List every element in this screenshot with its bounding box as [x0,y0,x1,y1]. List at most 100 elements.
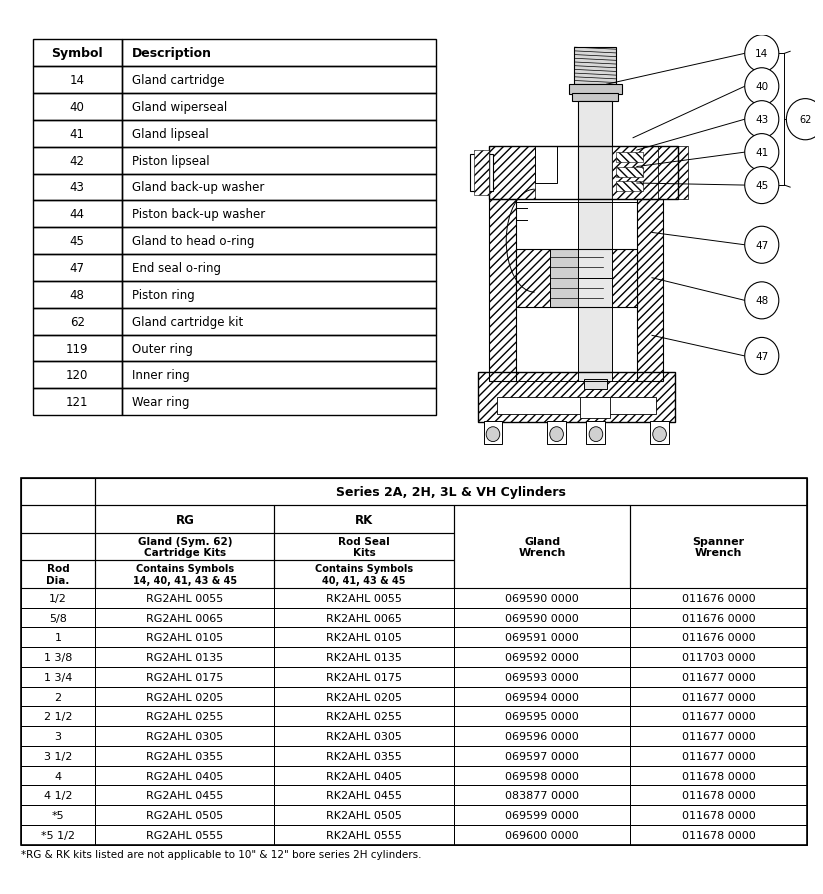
Text: Wear ring: Wear ring [132,396,189,409]
Bar [630,628,807,647]
Bar [453,628,630,647]
Text: 47: 47 [756,240,769,250]
Bar [630,766,807,786]
Bar [630,746,807,766]
Text: Series 2A, 2H, 3L & VH Cylinders: Series 2A, 2H, 3L & VH Cylinders [336,485,566,499]
Text: 121: 121 [66,396,89,409]
Bar [21,766,95,786]
Bar [95,805,274,825]
Text: RG2AHL 0105: RG2AHL 0105 [146,633,224,643]
Bar [603,249,637,308]
Text: RK2AHL 0065: RK2AHL 0065 [326,613,402,623]
Bar [584,379,607,390]
Text: 011677 0000: 011677 0000 [681,692,756,702]
Text: Gland back-up washer: Gland back-up washer [132,181,264,194]
Bar [630,506,807,588]
Bar [95,608,274,628]
Text: RK2AHL 0055: RK2AHL 0055 [326,593,402,603]
Bar [569,85,621,96]
Bar [274,628,453,647]
Text: Gland cartridge: Gland cartridge [132,74,224,87]
Text: 5/8: 5/8 [49,613,67,623]
Bar [489,200,516,381]
Bar [630,706,807,727]
Bar [453,667,630,687]
Text: 069593 0000: 069593 0000 [505,672,579,682]
Bar [95,706,274,727]
Bar [33,255,122,282]
Bar [474,151,489,196]
Text: 2 1/2: 2 1/2 [44,712,72,721]
Bar [489,147,535,200]
Bar [122,282,436,308]
Bar [274,805,453,825]
Bar [453,805,630,825]
Text: 14: 14 [70,74,85,87]
Bar [274,746,453,766]
Bar [21,706,95,727]
Circle shape [745,167,779,205]
Text: 45: 45 [756,181,769,190]
Bar [21,667,95,687]
Bar [21,478,95,506]
Bar [95,667,274,687]
Text: RK: RK [355,513,373,526]
Bar [547,421,566,445]
Text: RK2AHL 0305: RK2AHL 0305 [326,731,402,741]
Bar [274,647,453,667]
Bar [453,727,630,746]
Text: RK2AHL 0355: RK2AHL 0355 [326,751,402,761]
Bar [95,825,274,845]
Bar [274,608,453,628]
Circle shape [745,338,779,375]
Text: Gland cartridge kit: Gland cartridge kit [132,316,243,328]
Bar [95,628,274,647]
Bar [630,608,807,628]
Bar [578,278,612,381]
Bar [274,786,453,805]
Text: 069596 0000: 069596 0000 [505,731,579,741]
Text: *RG & RK kits listed are not applicable to 10" & 12" bore series 2H cylinders.: *RG & RK kits listed are not applicable … [21,849,421,859]
Text: RK2AHL 0405: RK2AHL 0405 [326,771,402,780]
Bar [21,608,95,628]
Bar [616,167,643,178]
Bar [95,588,274,608]
Bar [535,147,557,184]
Circle shape [486,427,500,442]
Text: RG2AHL 0555: RG2AHL 0555 [146,830,224,840]
Text: 011678 0000: 011678 0000 [681,830,756,840]
Bar [274,766,453,786]
Text: 011676 0000: 011676 0000 [681,633,756,643]
Text: Gland
Wrench: Gland Wrench [518,536,565,558]
Text: 011678 0000: 011678 0000 [681,810,756,820]
Bar [33,308,122,335]
Circle shape [745,134,779,172]
Bar [21,727,95,746]
Bar [33,174,122,201]
Bar [574,48,616,85]
Text: 47: 47 [70,262,85,274]
Text: 011677 0000: 011677 0000 [681,751,756,761]
Circle shape [786,99,823,140]
Text: Spanner
Wrench: Spanner Wrench [692,536,745,558]
Bar [122,228,436,255]
Text: 069590 0000: 069590 0000 [505,593,579,603]
Bar [497,398,656,414]
Text: RG2AHL 0065: RG2AHL 0065 [146,613,224,623]
Text: 41: 41 [70,128,85,140]
Bar [33,335,122,362]
Bar [33,121,122,148]
Bar [33,148,122,174]
Bar [122,94,436,121]
Circle shape [745,36,779,72]
Bar [630,786,807,805]
Text: Contains Symbols
14, 40, 41, 43 & 45: Contains Symbols 14, 40, 41, 43 & 45 [133,564,237,586]
Bar [612,147,658,200]
Bar [122,362,436,389]
Text: Piston back-up washer: Piston back-up washer [132,208,265,221]
Text: *5 1/2: *5 1/2 [41,830,75,840]
Text: Outer ring: Outer ring [132,342,193,355]
Bar [122,121,436,148]
Text: Description: Description [132,47,212,60]
Bar [550,249,603,308]
